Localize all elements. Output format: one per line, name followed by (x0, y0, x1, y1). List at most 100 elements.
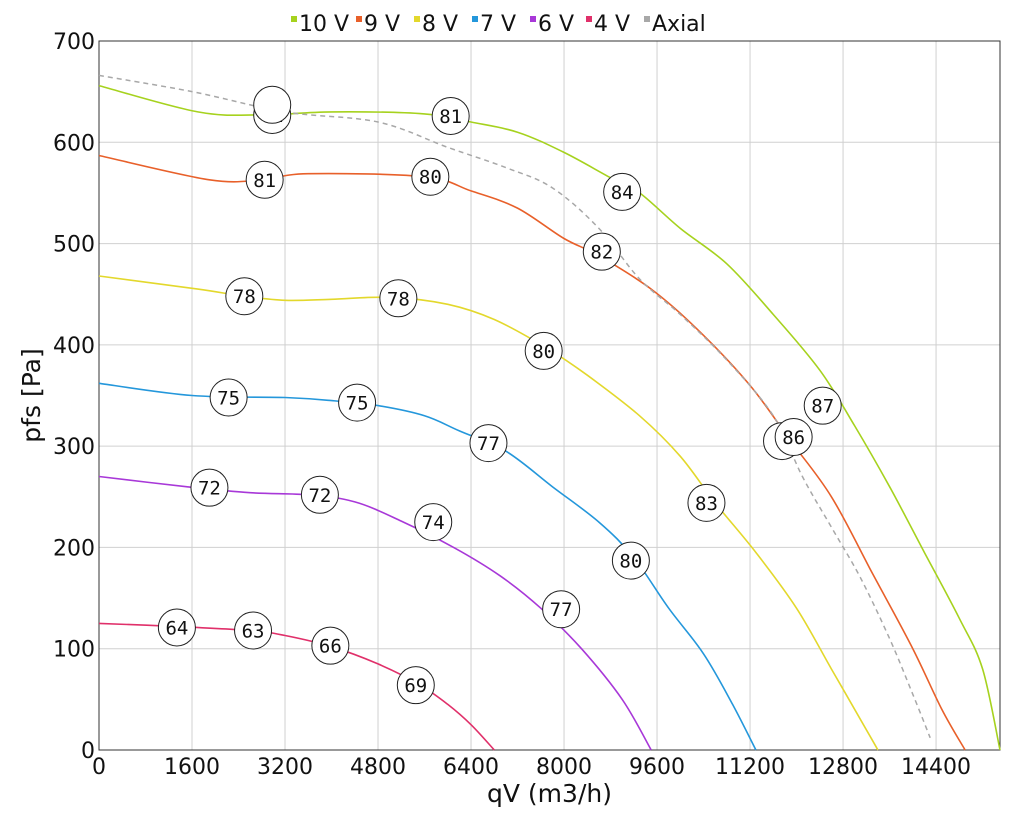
efficiency-label-circle (225, 277, 264, 316)
x-tick-label: 9600 (629, 755, 685, 780)
efficiency-label-circle (245, 160, 284, 199)
efficiency-label-circle (611, 541, 650, 580)
efficiency-label: 84 (603, 172, 642, 211)
efficiency-label-circle (414, 503, 453, 542)
efficiency-label: 77 (542, 590, 581, 629)
efficiency-label-text: 64 (165, 617, 188, 639)
efficiency-label-text: 78 (387, 288, 410, 310)
efficiency-label-circle (234, 611, 273, 650)
efficiency-label-circle (379, 279, 418, 318)
y-tick-label: 700 (53, 30, 95, 55)
legend-label: 6 V (538, 12, 574, 37)
efficiency-label: 81 (431, 96, 470, 135)
efficiency-label-text: 75 (217, 388, 240, 410)
y-tick-label: 500 (53, 233, 95, 258)
y-tick-label: 200 (53, 536, 95, 561)
efficiency-label: 77 (469, 424, 508, 463)
y-tick-label: 600 (53, 131, 95, 156)
y-tick-label: 100 (53, 638, 95, 663)
y-tick-label: 0 (81, 739, 95, 764)
efficiency-label-circle (157, 608, 196, 647)
efficiency-label-circle (774, 418, 813, 457)
efficiency-label-circle (542, 590, 581, 629)
legend-item: 8 V (414, 12, 458, 37)
efficiency-label: 82 (582, 232, 621, 271)
x-tick-label: 11200 (715, 755, 785, 780)
x-tick-label: 6400 (443, 755, 499, 780)
series-line-9v (98, 154, 966, 751)
y-axis-title: pfs [Pa] (17, 348, 46, 442)
legend-swatch (644, 16, 650, 22)
efficiency-label-text: 66 (319, 636, 342, 658)
efficiency-label: 75 (338, 383, 377, 422)
efficiency-label: 87 (803, 386, 842, 425)
legend: 10 V 9 V 8 V 7 V 6 V 4 V Axial (291, 12, 706, 37)
efficiency-label-circle (311, 626, 350, 665)
efficiency-label-text: 80 (532, 341, 555, 363)
efficiency-label-circle (603, 172, 642, 211)
efficiency-label-circle (687, 483, 726, 522)
legend-label: 9 V (364, 12, 400, 37)
efficiency-label: 86 (774, 418, 813, 457)
efficiency-label: 83 (687, 483, 726, 522)
legend-label: Axial (652, 12, 706, 37)
plot-frame (98, 40, 1001, 751)
legend-item: 4 V (586, 12, 630, 37)
legend-swatch (356, 16, 362, 22)
efficiency-label: 80 (611, 541, 650, 580)
efficiency-label-text: 77 (550, 599, 573, 621)
efficiency-label-circle (582, 232, 621, 271)
tick-label-layer: 0 1600 3200 4800 6400 8000 9600 11200 12800 14400… (53, 30, 971, 780)
efficiency-label-text: 87 (811, 396, 834, 418)
legend-item: 6 V (530, 12, 574, 37)
y-tick-label: 300 (53, 435, 95, 460)
efficiency-label-text: 80 (419, 167, 442, 189)
efficiency-label-text: 72 (198, 478, 221, 500)
legend-item: 9 V (356, 12, 400, 37)
efficiency-label-text: 63 (242, 620, 265, 642)
series-line-8v (98, 275, 879, 751)
x-axis-title: qV (m3/h) (487, 779, 612, 808)
efficiency-label-circle (396, 666, 435, 705)
efficiency-label-text: 72 (308, 485, 331, 507)
series-line-4v (98, 622, 495, 751)
efficiency-label: 63 (234, 611, 273, 650)
efficiency-label-text: 86 (782, 427, 805, 449)
efficiency-label-text: 83 (695, 493, 718, 515)
x-tick-label: 4800 (350, 755, 406, 780)
x-tick-label: 3200 (257, 755, 313, 780)
efficiency-label-text: 81 (253, 170, 276, 192)
efficiency-label-circle (524, 331, 563, 370)
x-tick-label: 12800 (808, 755, 878, 780)
efficiency-label-circle (411, 157, 450, 196)
legend-swatch (291, 16, 297, 22)
legend-label: 10 V (299, 12, 349, 37)
efficiency-label: 72 (300, 475, 339, 514)
legend-label: 4 V (594, 12, 630, 37)
efficiency-label-text: 80 (619, 551, 642, 573)
efficiency-label-text: 82 (590, 242, 613, 264)
point-label-layer: 8281848781808286787880837575778072727477… (157, 85, 842, 705)
legend-swatch (414, 16, 420, 22)
efficiency-label: 69 (396, 666, 435, 705)
efficiency-label: 74 (414, 503, 453, 542)
legend-item: Axial (644, 12, 706, 37)
legend-label: 7 V (480, 12, 516, 37)
efficiency-label-text: 77 (477, 433, 500, 455)
efficiency-label-circle (431, 96, 470, 135)
x-tick-label: 1600 (164, 755, 220, 780)
efficiency-label-text: 84 (611, 182, 634, 204)
efficiency-label-circle (803, 386, 842, 425)
efficiency-label (253, 85, 292, 124)
x-tick-label: 8000 (536, 755, 592, 780)
efficiency-label: 80 (524, 331, 563, 370)
efficiency-label: 75 (209, 378, 248, 417)
efficiency-label-circle (209, 378, 248, 417)
y-tick-label: 400 (53, 334, 95, 359)
series-line-axial (98, 74, 931, 739)
efficiency-label-circle (253, 85, 292, 124)
legend-item: 7 V (472, 12, 516, 37)
efficiency-label-text: 75 (346, 393, 369, 415)
